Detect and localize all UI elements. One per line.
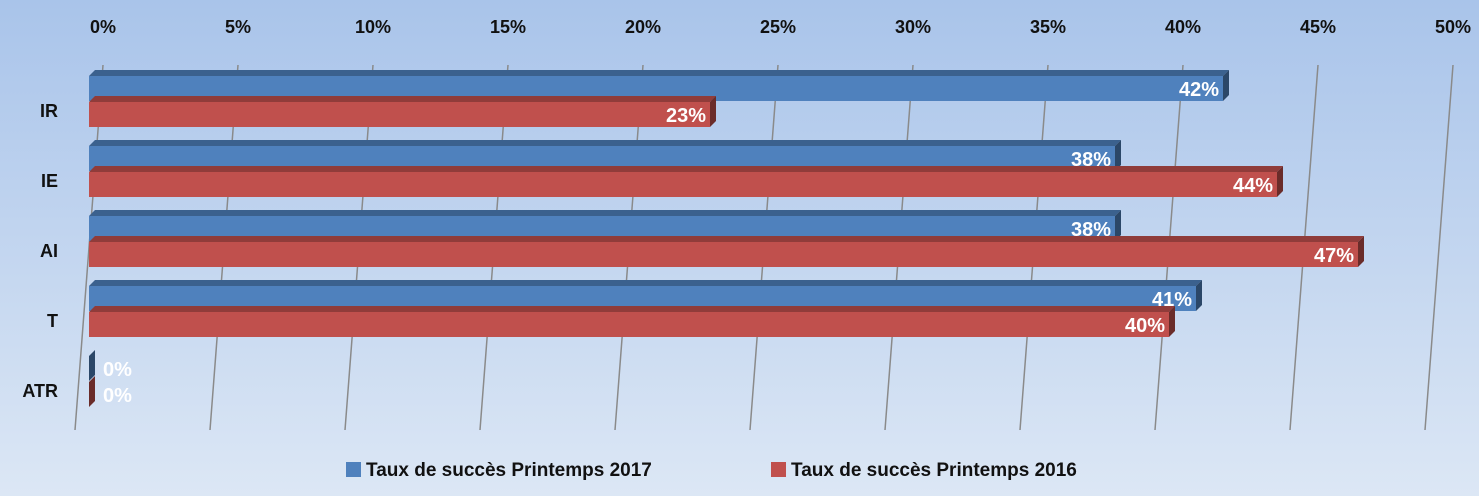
x-tick-label: 5% bbox=[225, 17, 251, 37]
value-label: 42% bbox=[1179, 79, 1219, 101]
x-tick-label: 0% bbox=[90, 17, 116, 37]
legend-swatch bbox=[771, 462, 786, 477]
legend-label: Taux de succès Printemps 2016 bbox=[791, 460, 1077, 481]
value-label: 0% bbox=[103, 359, 132, 381]
value-label: 44% bbox=[1233, 175, 1273, 197]
bar-side bbox=[1169, 306, 1175, 337]
bar-top bbox=[89, 70, 1229, 76]
bar-side bbox=[1196, 280, 1202, 311]
x-tick-label: 25% bbox=[760, 17, 796, 37]
category-label: IE bbox=[41, 171, 58, 191]
value-label: 38% bbox=[1071, 149, 1111, 171]
bar-side bbox=[1277, 166, 1283, 197]
legend-label: Taux de succès Printemps 2017 bbox=[366, 460, 652, 481]
value-label: 38% bbox=[1071, 219, 1111, 241]
bar-top bbox=[89, 140, 1121, 146]
bar bbox=[89, 96, 716, 127]
x-tick-label: 35% bbox=[1030, 17, 1066, 37]
value-label: 0% bbox=[103, 385, 132, 407]
value-label: 47% bbox=[1314, 245, 1354, 267]
bar bbox=[89, 376, 95, 407]
bar bbox=[89, 306, 1175, 337]
x-tick-label: 10% bbox=[355, 17, 391, 37]
bar-top bbox=[89, 166, 1283, 172]
x-tick-label: 50% bbox=[1435, 17, 1471, 37]
value-label: 40% bbox=[1125, 315, 1165, 337]
x-tick-label: 40% bbox=[1165, 17, 1201, 37]
category-label: T bbox=[47, 311, 58, 331]
bar-face bbox=[89, 312, 1169, 337]
bar-side bbox=[1223, 70, 1229, 101]
bar-top bbox=[89, 306, 1175, 312]
category-label: AI bbox=[40, 241, 58, 261]
bar-face bbox=[89, 102, 710, 127]
bar-side bbox=[1358, 236, 1364, 267]
bar bbox=[89, 166, 1283, 197]
bar-face bbox=[89, 242, 1358, 267]
value-label: 41% bbox=[1152, 289, 1192, 311]
bar-side bbox=[1115, 140, 1121, 171]
bar-side bbox=[89, 350, 95, 381]
legend-swatch bbox=[346, 462, 361, 477]
bar-top bbox=[89, 280, 1202, 286]
category-label: ATR bbox=[22, 381, 58, 401]
bar-top bbox=[89, 96, 716, 102]
bar bbox=[89, 236, 1364, 267]
bar-top bbox=[89, 236, 1364, 242]
category-label: IR bbox=[40, 101, 58, 121]
value-label: 23% bbox=[666, 105, 706, 127]
grid-line bbox=[1424, 64, 1454, 431]
bar-side bbox=[1115, 210, 1121, 241]
bar-side bbox=[710, 96, 716, 127]
x-tick-label: 15% bbox=[490, 17, 526, 37]
bar-face bbox=[89, 172, 1277, 197]
x-tick-label: 30% bbox=[895, 17, 931, 37]
bar-top bbox=[89, 210, 1121, 216]
bar-side bbox=[89, 376, 95, 407]
bar bbox=[89, 350, 95, 381]
x-tick-label: 45% bbox=[1300, 17, 1336, 37]
x-tick-label: 20% bbox=[625, 17, 661, 37]
